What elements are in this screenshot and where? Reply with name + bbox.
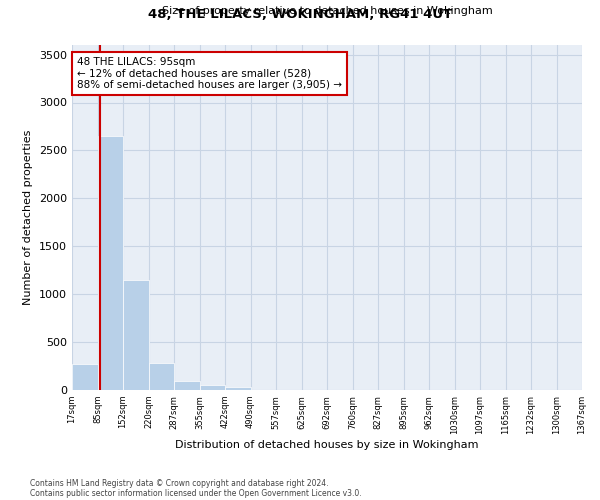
- Bar: [225, 386, 251, 390]
- Y-axis label: Number of detached properties: Number of detached properties: [23, 130, 34, 305]
- Text: Contains public sector information licensed under the Open Government Licence v3: Contains public sector information licen…: [30, 488, 362, 498]
- Bar: [72, 364, 97, 390]
- Text: 48, THE LILACS, WOKINGHAM, RG41 4UT: 48, THE LILACS, WOKINGHAM, RG41 4UT: [148, 8, 452, 20]
- Bar: [123, 280, 149, 390]
- Bar: [149, 362, 174, 390]
- Bar: [174, 382, 199, 390]
- Text: 48 THE LILACS: 95sqm
← 12% of detached houses are smaller (528)
88% of semi-deta: 48 THE LILACS: 95sqm ← 12% of detached h…: [77, 57, 342, 90]
- Text: Contains HM Land Registry data © Crown copyright and database right 2024.: Contains HM Land Registry data © Crown c…: [30, 478, 329, 488]
- Title: Size of property relative to detached houses in Wokingham: Size of property relative to detached ho…: [161, 6, 493, 16]
- X-axis label: Distribution of detached houses by size in Wokingham: Distribution of detached houses by size …: [175, 440, 479, 450]
- Bar: [97, 136, 123, 390]
- Bar: [199, 384, 225, 390]
